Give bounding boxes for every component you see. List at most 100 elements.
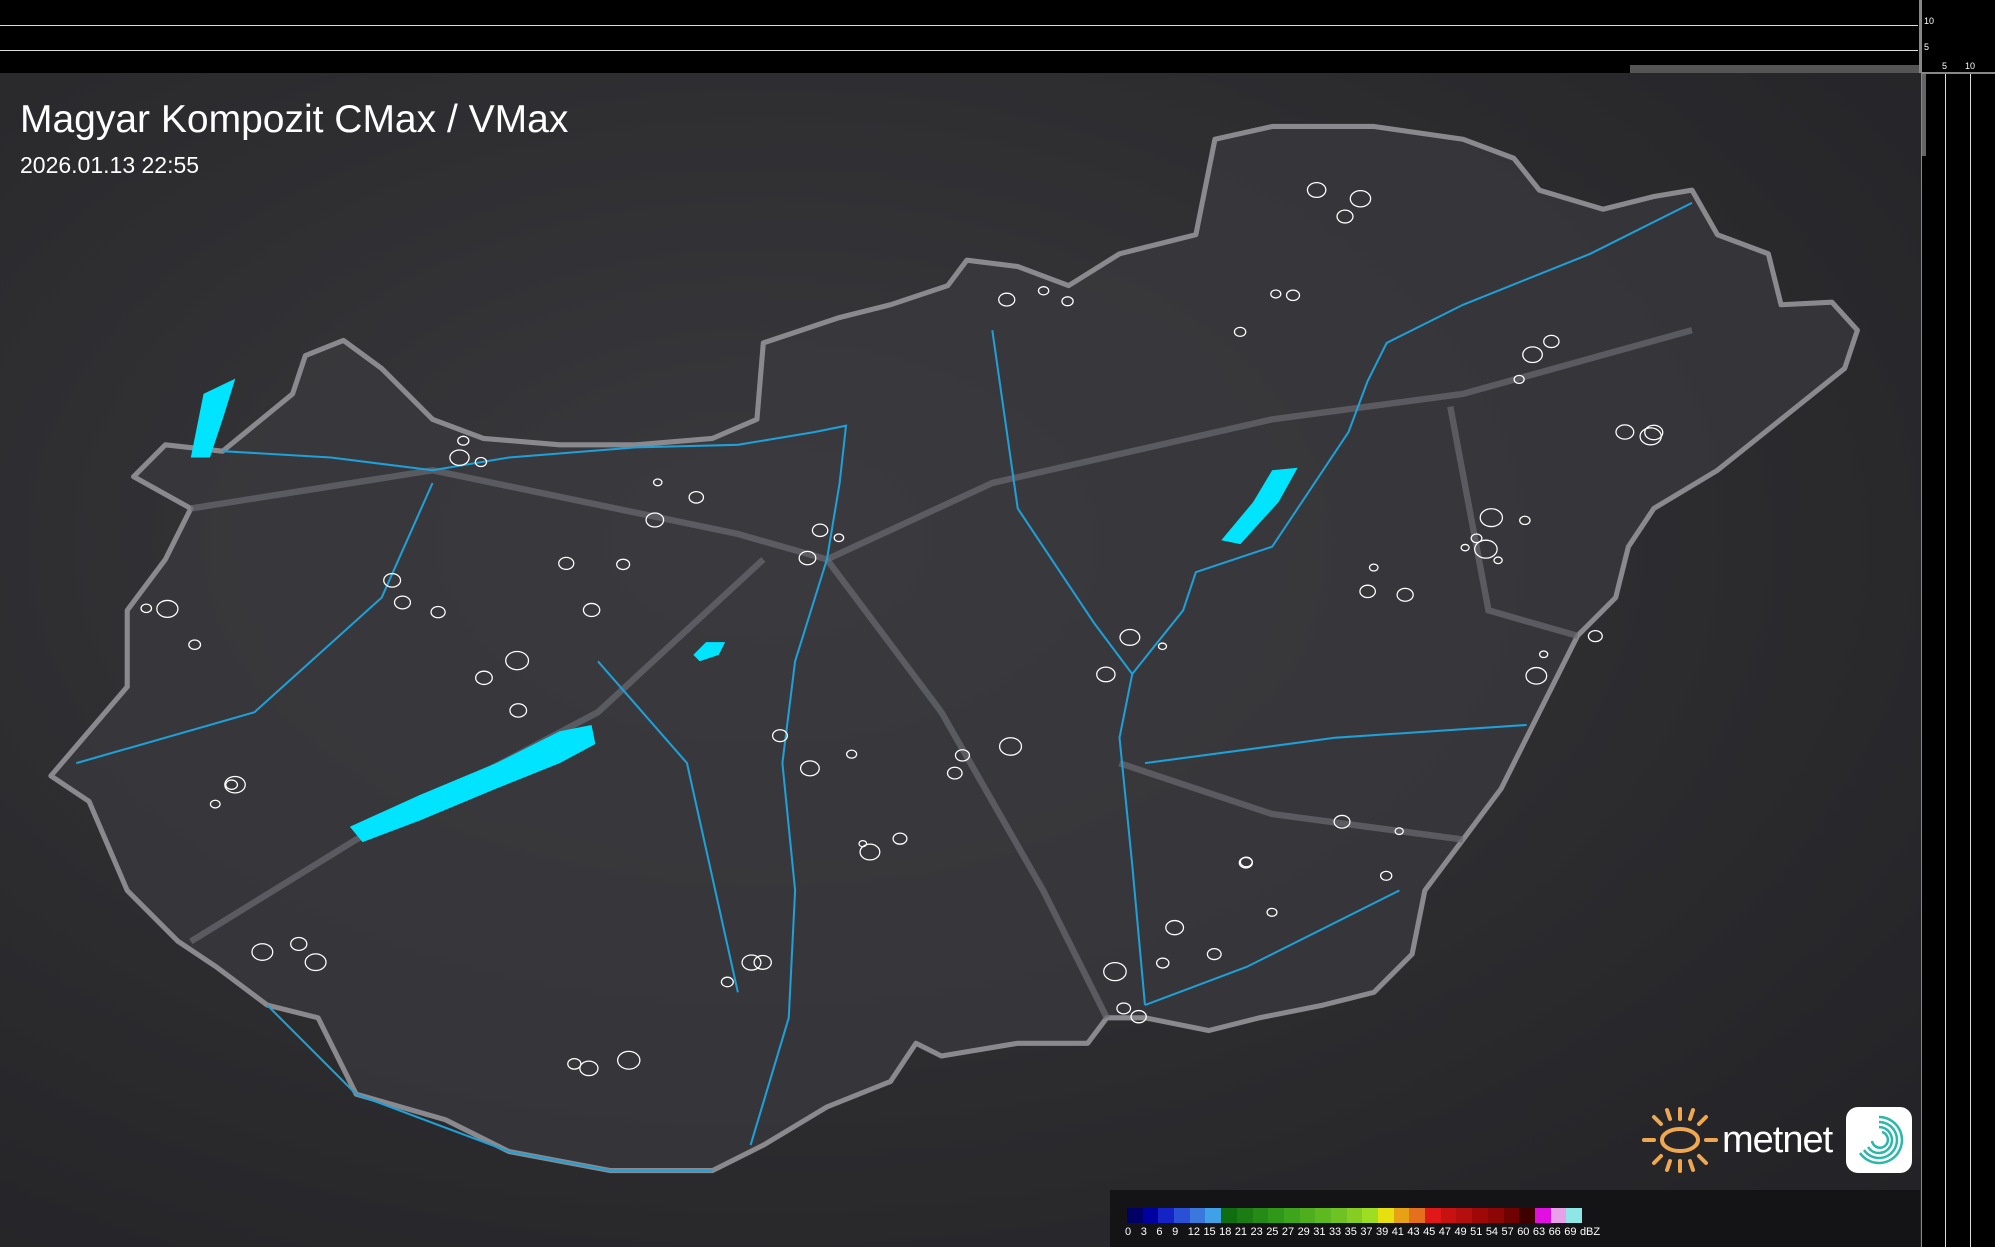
dbz-color-legend: 0 3 6 9 12 15 18 21 23 25 27 29 31 33 35 37 39 41 43 45 47 49… [1110, 1190, 1920, 1247]
city-outline [251, 943, 274, 961]
legend-swatch [1268, 1208, 1284, 1223]
legend-label: 51 [1470, 1226, 1483, 1238]
legend-swatch [1456, 1208, 1473, 1223]
legend-label: 35 [1344, 1226, 1357, 1238]
legend-swatch [1440, 1208, 1457, 1223]
city-outline [617, 1050, 641, 1070]
city-outline [1538, 650, 1549, 659]
legend-label: 66 [1548, 1226, 1561, 1238]
lake-tisza [1221, 467, 1298, 545]
city-outline [393, 595, 412, 610]
legend-label: 23 [1250, 1226, 1263, 1238]
city-outline [1270, 289, 1282, 299]
city-outline [833, 533, 845, 543]
legend-swatch [1503, 1208, 1520, 1223]
legend-label: 6 [1156, 1226, 1163, 1238]
river-zagyva [991, 330, 1134, 675]
legend-label: 3 [1140, 1226, 1147, 1238]
city-outline [811, 523, 829, 538]
legend-label: 9 [1172, 1226, 1179, 1238]
city-outline [1103, 962, 1127, 982]
legend-swatch [1346, 1208, 1363, 1223]
city-outline [1639, 427, 1662, 446]
legend-label: 31 [1313, 1226, 1326, 1238]
city-outline [1155, 957, 1170, 969]
city-outline [1206, 947, 1222, 961]
city-outline [1525, 666, 1548, 685]
city-outline [558, 556, 575, 571]
legend-unit: dBZ [1579, 1226, 1601, 1238]
legend-label: 69 [1564, 1226, 1577, 1238]
right-axis-tick: 5 [1942, 61, 1948, 71]
legend-label: 0 [1125, 1226, 1132, 1238]
legend-label: 49 [1454, 1226, 1467, 1238]
legend-label: 25 [1266, 1226, 1279, 1238]
city-outline [1474, 539, 1498, 559]
city-outline [1359, 584, 1376, 599]
legend-swatch [1315, 1208, 1331, 1223]
city-outline [1587, 629, 1603, 643]
city-outline [652, 478, 663, 487]
city-outline [449, 449, 470, 466]
city-outline [1233, 326, 1247, 338]
city-outline [1349, 189, 1372, 208]
legend-swatch [1362, 1208, 1378, 1223]
legend-labels: 0 3 6 9 12 15 18 21 23 25 27 29 31 33 35 37 39 41 43 45 47 49… [1125, 1226, 1601, 1238]
city-outline [1336, 209, 1354, 224]
radar-map[interactable] [0, 73, 1921, 1247]
legend-swatch [1174, 1208, 1190, 1223]
city-outline [475, 670, 493, 686]
river-tisza [1118, 201, 1693, 1006]
city-outline [1493, 556, 1503, 565]
city-outline [474, 456, 488, 468]
city-outline [1479, 508, 1504, 528]
panel-separator [1919, 72, 1995, 74]
city-outline [1096, 666, 1116, 683]
city-outline [140, 603, 153, 614]
rivers [76, 201, 1693, 1172]
city-outline [1157, 642, 1168, 651]
city-outline [1333, 814, 1351, 829]
city-outline [946, 766, 963, 780]
city-outline [1285, 289, 1301, 302]
legend-swatch [1472, 1208, 1488, 1223]
legend-label: 21 [1234, 1226, 1248, 1238]
city-outline [799, 760, 820, 777]
river-koros [1144, 723, 1527, 765]
legend-label: 54 [1485, 1226, 1499, 1238]
legend-label: 37 [1360, 1226, 1373, 1238]
legend-label: 18 [1219, 1226, 1232, 1238]
city-outline [1165, 919, 1185, 936]
river-drava [266, 1004, 713, 1172]
city-outline [645, 512, 665, 528]
city-outline [753, 954, 772, 970]
top-profile-bar [1630, 65, 1920, 73]
city-outline [720, 976, 734, 988]
city-outline [798, 550, 817, 566]
city-outline [1543, 334, 1560, 349]
city-outline [567, 1057, 582, 1070]
city-outline [209, 799, 221, 809]
city-outline [224, 775, 246, 794]
grid-line-10 [1970, 74, 1971, 1247]
legend-swatch [1550, 1208, 1567, 1223]
city-outline [1519, 515, 1531, 526]
city-outline [579, 1060, 599, 1077]
city-outline [771, 729, 788, 743]
city-outline [156, 599, 179, 618]
river-sio [597, 660, 739, 993]
sun-logo-icon [1642, 1107, 1718, 1173]
city-outline [1306, 182, 1327, 198]
legend-swatch [1519, 1208, 1535, 1223]
city-outline [1119, 628, 1141, 646]
city-outline [188, 639, 202, 650]
legend-label: 41 [1391, 1226, 1404, 1238]
country-fill [48, 123, 1860, 1174]
legend-label: 63 [1532, 1226, 1546, 1238]
city-outline [998, 292, 1016, 307]
metnet-logo: metnet [1640, 1105, 1913, 1175]
swirl-icon [1859, 1115, 1904, 1165]
top-cross-section-panel [0, 0, 1921, 73]
legend-swatch [1283, 1208, 1300, 1223]
lakes [190, 378, 1298, 843]
